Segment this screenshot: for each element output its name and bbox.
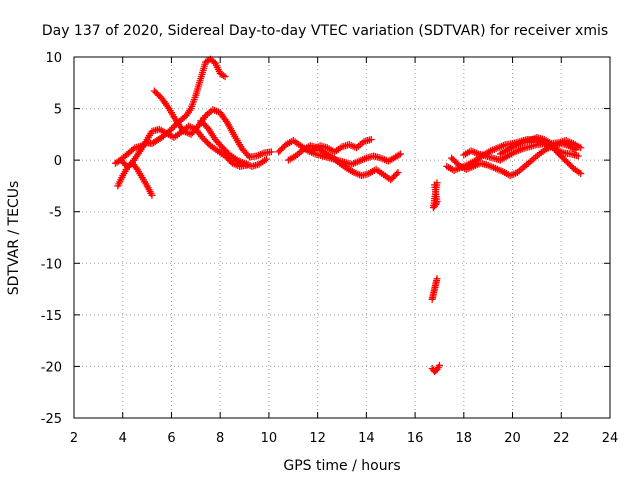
data-point xyxy=(395,151,403,159)
y-tick-labels: 10 5 0 -5 -10 -15 -20 -25 xyxy=(41,51,62,427)
series-track-h xyxy=(309,136,375,156)
series-track-c xyxy=(119,158,156,199)
series-track-k xyxy=(428,361,443,376)
y-tick-label: -10 xyxy=(41,257,62,272)
x-tick-label: 14 xyxy=(358,431,375,446)
data-point xyxy=(267,148,275,156)
data-point xyxy=(396,150,404,158)
data-point xyxy=(433,275,441,283)
y-tick-label: 0 xyxy=(54,154,62,169)
x-tick-label: 6 xyxy=(167,431,175,446)
x-tick-label: 24 xyxy=(602,431,619,446)
data-point xyxy=(244,151,252,159)
data-point xyxy=(148,191,156,199)
data-point xyxy=(394,169,402,177)
series-track-a xyxy=(111,55,229,167)
grid-lines xyxy=(74,57,610,418)
data-point xyxy=(367,136,375,144)
y-tick-label: -15 xyxy=(41,309,62,324)
y-tick-label: -20 xyxy=(41,360,62,375)
x-tick-label: 18 xyxy=(456,431,473,446)
x-tick-label: 2 xyxy=(70,431,78,446)
x-axis-title: GPS time / hours xyxy=(283,458,400,474)
data-point xyxy=(577,144,585,152)
x-tick-label: 10 xyxy=(261,431,278,446)
series-track-o xyxy=(496,133,585,158)
x-tick-label: 22 xyxy=(553,431,570,446)
series-track-g xyxy=(284,142,402,184)
chart-title: Day 137 of 2020, Sidereal Day-to-day VTE… xyxy=(42,23,608,39)
series-track-e xyxy=(197,117,270,170)
data-point xyxy=(221,73,229,81)
x-tick-label: 8 xyxy=(216,431,224,446)
data-point xyxy=(433,179,441,187)
data-point xyxy=(393,170,401,178)
y-tick-label: 5 xyxy=(54,103,62,118)
y-axis-title: SDTVAR / TECUs xyxy=(6,181,22,296)
data-point xyxy=(435,361,443,369)
y-tick-label: -5 xyxy=(49,206,62,221)
series-track-i xyxy=(429,179,441,212)
x-tick-label: 4 xyxy=(119,431,127,446)
data-point xyxy=(577,170,585,178)
x-tick-label: 16 xyxy=(407,431,424,446)
axis-ticks xyxy=(73,56,611,419)
x-tick-label: 12 xyxy=(309,431,326,446)
x-tick-labels: 2 4 6 8 10 12 14 16 18 20 22 24 xyxy=(70,431,618,446)
series-track-j xyxy=(428,275,441,303)
y-tick-label: 10 xyxy=(45,51,62,66)
data-point xyxy=(132,164,140,172)
x-tick-label: 20 xyxy=(504,431,521,446)
data-points xyxy=(111,55,585,376)
data-point xyxy=(574,152,582,160)
data-point xyxy=(262,155,270,163)
plot-frame xyxy=(73,56,611,419)
series-track-n xyxy=(460,140,585,178)
data-point xyxy=(219,72,227,80)
y-tick-label: -25 xyxy=(41,412,62,427)
